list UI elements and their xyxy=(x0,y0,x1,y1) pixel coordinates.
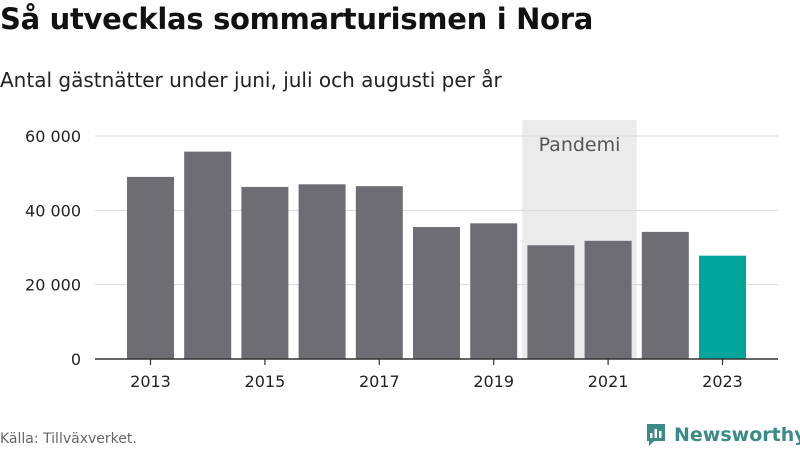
bar-layer xyxy=(127,151,746,359)
brand-name: Newsworthy xyxy=(674,424,800,446)
bar-2023 xyxy=(699,255,746,359)
chart-subtitle: Antal gästnätter under juni, juli och au… xyxy=(0,68,502,92)
bar-2014 xyxy=(184,151,232,359)
bar-2015 xyxy=(241,186,289,359)
bar-2022 xyxy=(641,231,689,359)
y-tick-label: 0 xyxy=(71,350,81,369)
pandemic-label: Pandemi xyxy=(539,134,621,156)
bar-2016 xyxy=(298,184,346,359)
y-tick-label: 40 000 xyxy=(25,201,81,220)
x-tick-label: 2013 xyxy=(130,372,171,391)
x-tick-label: 2021 xyxy=(588,372,629,391)
bar-2021 xyxy=(584,240,632,359)
bar-2019 xyxy=(470,223,518,359)
bar-2020 xyxy=(527,245,575,359)
source-note: Källa: Tillväxverket. xyxy=(0,431,137,447)
x-tick-label: 2023 xyxy=(702,372,743,391)
bar-2018 xyxy=(413,227,460,359)
brand-logo: Newsworthy xyxy=(645,421,800,449)
axis-layer: 2013 2015 2017 2019 2021 2023 xyxy=(95,358,778,391)
x-tick-label: 2017 xyxy=(359,372,400,391)
y-tick-label: 60 000 xyxy=(25,127,81,146)
bar-chart: Pandemi 0 20 000 40 000 60 000 2013 2015 2017… xyxy=(25,120,778,391)
chart-title: Så utvecklas sommarturismen i Nora xyxy=(0,2,594,36)
bar-2013 xyxy=(127,176,174,359)
x-tick-label: 2019 xyxy=(473,372,514,391)
x-tick-label: 2015 xyxy=(245,372,286,391)
newsworthy-logo-icon xyxy=(647,424,665,446)
y-tick-label: 20 000 xyxy=(25,276,81,295)
bar-2017 xyxy=(355,186,403,359)
